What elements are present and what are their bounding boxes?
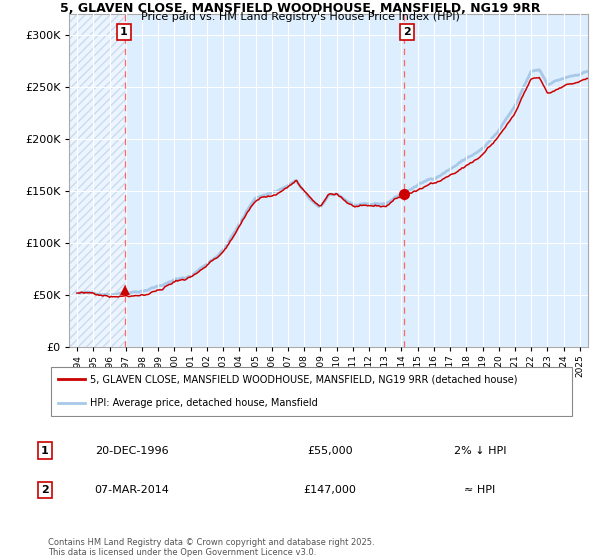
Text: 1: 1 — [41, 446, 49, 456]
Text: 2: 2 — [41, 485, 49, 495]
Text: 07-MAR-2014: 07-MAR-2014 — [95, 485, 169, 495]
Text: 1: 1 — [120, 27, 128, 38]
Text: 20-DEC-1996: 20-DEC-1996 — [95, 446, 169, 456]
Text: 5, GLAVEN CLOSE, MANSFIELD WOODHOUSE, MANSFIELD, NG19 9RR: 5, GLAVEN CLOSE, MANSFIELD WOODHOUSE, MA… — [60, 2, 540, 15]
Bar — [69, 14, 125, 347]
Text: HPI: Average price, detached house, Mansfield: HPI: Average price, detached house, Mans… — [90, 398, 318, 408]
Text: 2% ↓ HPI: 2% ↓ HPI — [454, 446, 506, 456]
Text: £55,000: £55,000 — [307, 446, 353, 456]
Bar — [69, 14, 125, 347]
FancyBboxPatch shape — [50, 367, 572, 416]
Text: Price paid vs. HM Land Registry's House Price Index (HPI): Price paid vs. HM Land Registry's House … — [140, 12, 460, 22]
Text: ≈ HPI: ≈ HPI — [464, 485, 496, 495]
Text: 2: 2 — [403, 27, 411, 38]
Text: 5, GLAVEN CLOSE, MANSFIELD WOODHOUSE, MANSFIELD, NG19 9RR (detached house): 5, GLAVEN CLOSE, MANSFIELD WOODHOUSE, MA… — [90, 374, 518, 384]
Text: £147,000: £147,000 — [304, 485, 356, 495]
Text: Contains HM Land Registry data © Crown copyright and database right 2025.
This d: Contains HM Land Registry data © Crown c… — [48, 538, 374, 557]
